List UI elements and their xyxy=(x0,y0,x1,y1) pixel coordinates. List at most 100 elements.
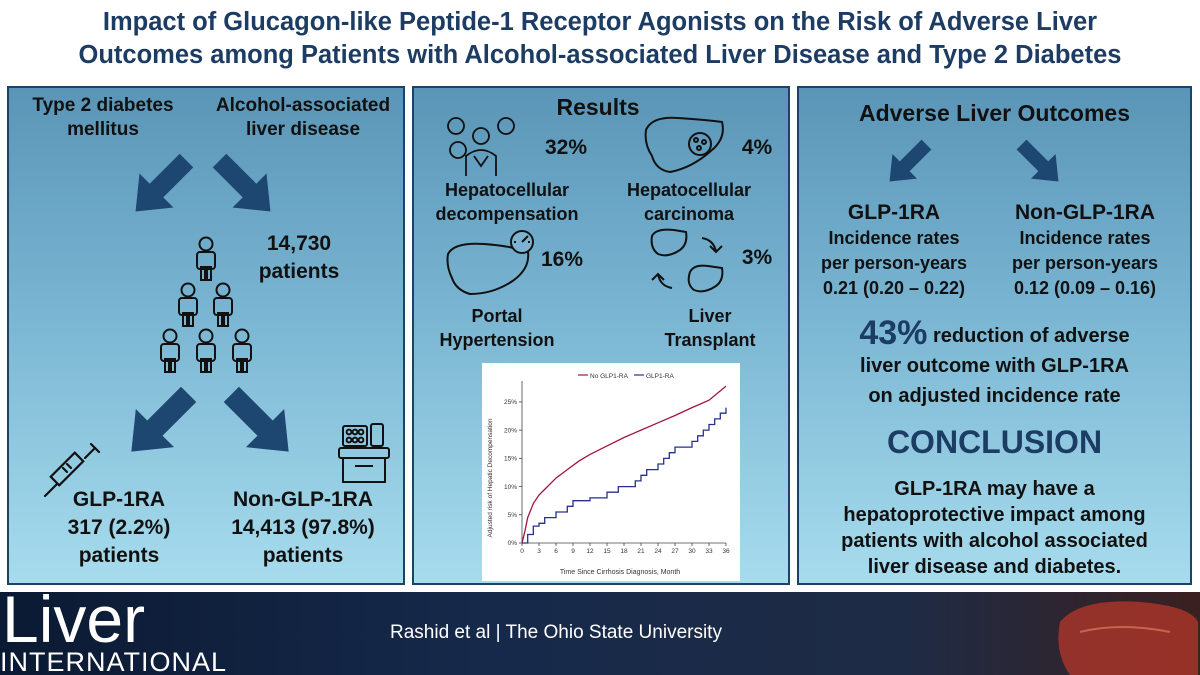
x-tick-label: 18 xyxy=(620,548,628,555)
x-axis-label: Time Since Cirrhosis Diagnosis, Month xyxy=(560,569,680,576)
result-label-transplant: Liver Transplant xyxy=(650,304,770,352)
x-tick-label: 21 xyxy=(637,548,645,555)
liver-decorative-icon xyxy=(1058,601,1198,675)
cohort-panel: Type 2 diabetes mellitus Alcohol-associa… xyxy=(7,86,405,585)
km-chart-svg: No GLP1-RA GLP1-RA Adjusted risk of Hepa… xyxy=(487,373,730,576)
x-tick-label: 36 xyxy=(722,548,730,555)
glp1-cohort: GLP-1RA 317 (2.2%) patients xyxy=(49,486,189,570)
x-tick-label: 15 xyxy=(603,548,611,555)
carcinoma-line-2: carcinoma xyxy=(643,204,735,224)
results-heading: Results xyxy=(556,94,640,120)
transplant-line-1: Liver xyxy=(688,306,732,326)
result-pct-carcinoma: 4% xyxy=(741,136,773,159)
outcomes-heading: Adverse Liver Outcomes xyxy=(858,100,1130,126)
y-tick-label: 20% xyxy=(504,427,517,434)
author-credit: Rashid et al | The Ohio State University xyxy=(390,622,722,643)
carcinoma-line-1: Hepatocellular xyxy=(626,180,752,200)
reduction-text-2: liver outcome with GLP-1RA xyxy=(860,355,1129,377)
outcome-non-glp1: Non-GLP-1RA Incidence rates per person-y… xyxy=(985,200,1185,301)
x-tick-label: 27 xyxy=(671,548,679,555)
x-tick-label: 24 xyxy=(654,548,662,555)
y-axis-label: Adjusted risk of Hepatic Decompensation xyxy=(487,418,494,537)
portal-line-2: Hypertension xyxy=(439,330,555,350)
result-pct-portal: 16% xyxy=(540,248,584,271)
x-tick-label: 6 xyxy=(554,548,558,555)
conclusion-text: GLP-1RA may have a hepatoprotective impa… xyxy=(799,476,1190,580)
arrow-outcome-glp1-icon xyxy=(889,139,932,182)
conclusion-line-1: GLP-1RA may have a xyxy=(894,478,1095,500)
glp1-cohort-unit: patients xyxy=(78,544,160,567)
result-pct-transplant: 3% xyxy=(741,246,773,269)
series-line-glp1 xyxy=(522,407,727,544)
transplant-line-2: Transplant xyxy=(664,330,756,350)
outcome-glp1-value: 0.21 (0.20 – 0.22) xyxy=(822,278,966,298)
total-count: 14,730 xyxy=(266,232,332,255)
non-glp1-cohort-count: 14,413 (97.8%) xyxy=(231,516,375,539)
outcome-glp1: GLP-1RA Incidence rates per person-years… xyxy=(801,200,987,301)
arrow-glp1-down-icon xyxy=(131,386,197,452)
title-line-2: Outcomes among Patients with Alcohol-ass… xyxy=(78,41,1122,69)
result-pct-decompensation: 32% xyxy=(544,136,588,159)
outcomes-panel: Adverse Liver Outcomes GLP-1RA Incidence… xyxy=(797,86,1192,585)
legend-label-glp1: GLP1-RA xyxy=(646,373,674,380)
ald-label: Alcohol-associated liver disease xyxy=(205,94,401,142)
arrow-non-glp1-down-icon xyxy=(223,386,289,452)
outcome-non-glp1-label: Non-GLP-1RA xyxy=(1015,201,1155,224)
outcome-glp1-line-2: per person-years xyxy=(820,253,968,273)
outcome-glp1-label: GLP-1RA xyxy=(847,201,941,224)
y-tick-label: 15% xyxy=(504,456,517,463)
doctor-consult-icon xyxy=(447,117,515,176)
conclusion-line-3: patients with alcohol associated xyxy=(841,530,1148,552)
result-label-decompensation: Hepatocellular decompensation xyxy=(422,178,592,226)
y-tick-label: 0% xyxy=(508,540,518,547)
ald-line-2: liver disease xyxy=(245,119,361,140)
t2dm-line-1: Type 2 diabetes xyxy=(32,95,174,116)
x-tick-label: 0 xyxy=(520,548,524,555)
x-tick-label: 9 xyxy=(571,548,575,555)
portal-line-1: Portal xyxy=(471,306,523,326)
outcome-non-glp1-line-1: Incidence rates xyxy=(1019,228,1151,248)
syringe-icon xyxy=(43,442,101,498)
arrow-t2dm-down-icon xyxy=(135,153,194,212)
journal-logo: Liver xyxy=(2,582,146,656)
arrow-outcome-non-glp1-icon xyxy=(1016,139,1059,182)
journal-logo-subtitle: INTERNATIONAL xyxy=(0,647,228,675)
outcome-non-glp1-line-2: per person-years xyxy=(1011,253,1159,273)
t2dm-label: Type 2 diabetes mellitus xyxy=(23,94,183,142)
x-tick-label: 33 xyxy=(705,548,713,555)
glp1-cohort-label: GLP-1RA xyxy=(72,488,166,511)
ald-line-1: Alcohol-associated xyxy=(215,95,391,116)
result-label-portal: Portal Hypertension xyxy=(422,304,572,352)
outcome-glp1-line-1: Incidence rates xyxy=(828,228,960,248)
liver-cancer-icon xyxy=(644,116,724,174)
y-tick-label: 25% xyxy=(504,399,517,406)
footer-bar: Liver INTERNATIONAL Rashid et al | The O… xyxy=(0,584,1200,675)
reduction-line-1: 43% reduction of adverse xyxy=(799,316,1190,351)
reduction-block: 43% reduction of adverse liver outcome w… xyxy=(799,316,1190,411)
t2dm-line-2: mellitus xyxy=(67,119,139,140)
results-panel: Results 32% Hepatocellular decompensatio… xyxy=(412,86,790,585)
total-patients: 14,730 patients xyxy=(239,230,359,286)
total-unit: patients xyxy=(258,260,340,283)
arrow-ald-down-icon xyxy=(212,153,271,212)
x-tick-label: 30 xyxy=(688,548,696,555)
reduction-pct: 43% xyxy=(859,314,928,352)
non-glp1-cohort: Non-GLP-1RA 14,413 (97.8%) patients xyxy=(205,486,401,570)
series-line-no-glp1 xyxy=(521,385,727,544)
x-tick-label: 3 xyxy=(537,548,541,555)
x-tick-label: 12 xyxy=(586,548,594,555)
decompensation-line-2: decompensation xyxy=(435,204,579,224)
result-label-carcinoma: Hepatocellular carcinoma xyxy=(614,178,764,226)
medication-box-icon xyxy=(338,423,390,483)
conclusion-line-4: liver disease and diabetes. xyxy=(867,556,1122,578)
conclusion-line-2: hepatoprotective impact among xyxy=(843,504,1146,526)
non-glp1-cohort-label: Non-GLP-1RA xyxy=(233,488,373,511)
liver-transplant-icon xyxy=(650,228,724,293)
decompensation-line-1: Hepatocellular xyxy=(444,180,570,200)
non-glp1-cohort-unit: patients xyxy=(262,544,344,567)
km-chart: No GLP1-RA GLP1-RA Adjusted risk of Hepa… xyxy=(482,363,740,581)
y-tick-label: 5% xyxy=(508,512,518,519)
reduction-text-3: on adjusted incidence rate xyxy=(868,385,1121,407)
legend: No GLP1-RA GLP1-RA xyxy=(578,373,674,380)
outcome-non-glp1-value: 0.12 (0.09 – 0.16) xyxy=(1013,278,1157,298)
